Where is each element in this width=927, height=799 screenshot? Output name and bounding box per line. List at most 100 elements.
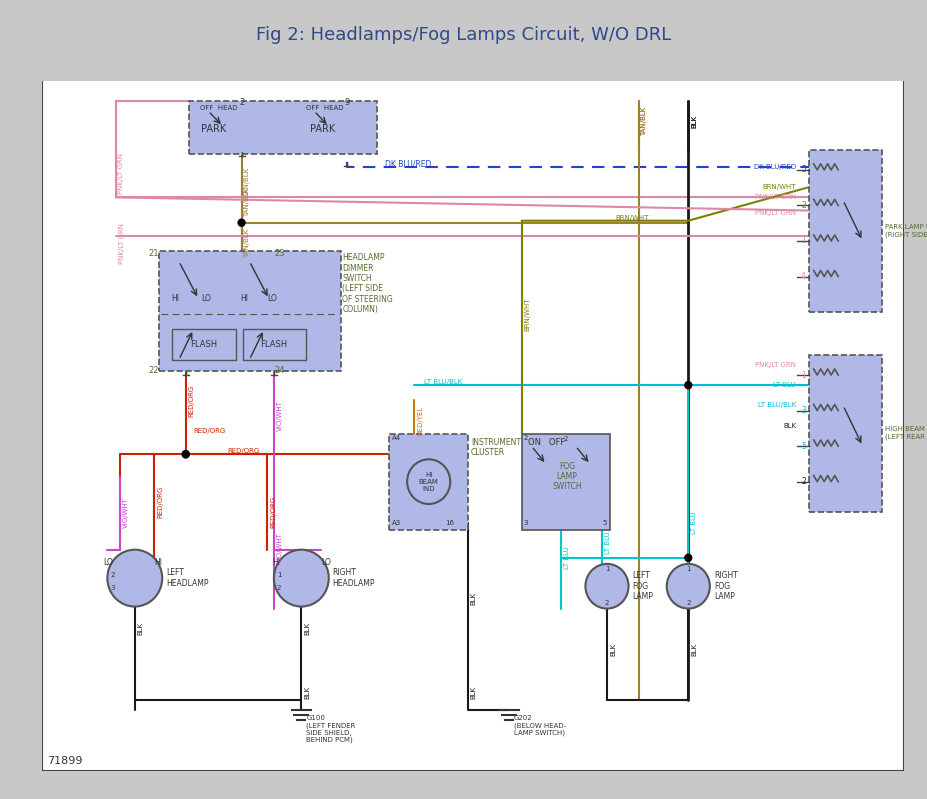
Circle shape (108, 550, 162, 606)
Text: TAN/BLK: TAN/BLK (245, 188, 250, 217)
Text: DK BLU/RED: DK BLU/RED (754, 164, 796, 170)
Text: TAN/BLK: TAN/BLK (641, 106, 647, 136)
Text: 2: 2 (524, 435, 528, 441)
Text: 9: 9 (345, 98, 350, 107)
Text: LT BLU: LT BLU (564, 547, 570, 569)
Text: HIGH BEAM RELAY
(LEFT REAR OF RADIATOR): HIGH BEAM RELAY (LEFT REAR OF RADIATOR) (885, 426, 927, 439)
Text: 2: 2 (277, 585, 281, 591)
Circle shape (586, 564, 629, 609)
Text: 1: 1 (801, 237, 806, 245)
Text: G202
(BELOW HEAD-
LAMP SWITCH): G202 (BELOW HEAD- LAMP SWITCH) (514, 715, 566, 736)
Text: BLK: BLK (471, 592, 476, 605)
Text: BRN/WHT: BRN/WHT (525, 297, 530, 331)
Text: BLK: BLK (138, 622, 144, 635)
Text: LT BLU: LT BLU (692, 511, 697, 534)
Text: Fig 2: Headlamps/Fog Lamps Circuit, W/O DRL: Fig 2: Headlamps/Fog Lamps Circuit, W/O … (256, 26, 671, 45)
Text: 1: 1 (277, 572, 281, 578)
Text: LO: LO (201, 294, 211, 304)
Text: TAN/BLK: TAN/BLK (245, 168, 250, 197)
Text: OFF  HEAD: OFF HEAD (200, 105, 238, 111)
Text: PARK: PARK (200, 125, 226, 134)
Text: PNK/LT GRN: PNK/LT GRN (118, 153, 124, 194)
Text: 5: 5 (603, 520, 606, 527)
Text: 22: 22 (148, 367, 159, 376)
Text: FLASH: FLASH (260, 340, 287, 349)
Text: 2: 2 (110, 572, 115, 578)
Circle shape (273, 550, 329, 606)
Text: G100
(LEFT FENDER
SIDE SHIELD,
BEHIND PCM): G100 (LEFT FENDER SIDE SHIELD, BEHIND PC… (306, 715, 356, 743)
Text: BLK: BLK (783, 423, 796, 429)
Text: HI: HI (171, 294, 179, 304)
Circle shape (685, 555, 692, 562)
Text: RED/YEL: RED/YEL (417, 406, 423, 435)
Text: PARK LAMP RELAY
(RIGHT SIDE RADIATOR): PARK LAMP RELAY (RIGHT SIDE RADIATOR) (885, 224, 927, 237)
Circle shape (238, 219, 245, 226)
Text: HI: HI (272, 559, 280, 567)
Text: LEFT
HEADLAMP: LEFT HEADLAMP (166, 568, 209, 588)
Text: FLASH: FLASH (190, 340, 217, 349)
Text: PARK: PARK (311, 125, 336, 134)
Text: LO: LO (103, 559, 113, 567)
Text: 3: 3 (524, 520, 528, 527)
Text: 2: 2 (239, 98, 244, 107)
Text: LT BLU/BLK: LT BLU/BLK (424, 380, 462, 385)
Text: 2: 2 (686, 601, 691, 606)
Text: PNK/LT GRN: PNK/LT GRN (756, 209, 796, 216)
Circle shape (667, 564, 710, 609)
Text: 5: 5 (801, 165, 806, 174)
Text: 1: 1 (686, 566, 691, 572)
Bar (808, 355, 883, 512)
Text: 4: 4 (801, 272, 806, 281)
Text: RIGHT
FOG
LAMP: RIGHT FOG LAMP (714, 571, 738, 601)
Text: RED/ORG: RED/ORG (189, 384, 195, 416)
Text: BRN/WHT: BRN/WHT (616, 215, 649, 221)
Bar (159, 251, 340, 371)
Bar (808, 149, 883, 312)
Text: LO: LO (321, 559, 331, 567)
Circle shape (183, 451, 189, 458)
Text: 5: 5 (801, 442, 806, 451)
Text: HI: HI (241, 294, 248, 304)
Text: LEFT
FOG
LAMP: LEFT FOG LAMP (632, 571, 654, 601)
Text: PNK/LT GRN: PNK/LT GRN (756, 362, 796, 368)
Text: BLK: BLK (692, 114, 697, 128)
Text: VIO/WHT: VIO/WHT (123, 497, 129, 527)
Text: TAN/BLK: TAN/BLK (641, 106, 647, 136)
Text: 1: 1 (801, 371, 806, 380)
Text: BLK: BLK (471, 686, 476, 699)
Text: RED/ORG: RED/ORG (194, 428, 226, 434)
Text: HEADLAMP
DIMMER
SWITCH
(LEFT SIDE
OF STEERING
COLUMN): HEADLAMP DIMMER SWITCH (LEFT SIDE OF STE… (342, 253, 393, 314)
Text: A3: A3 (392, 520, 401, 527)
Text: BLK: BLK (610, 642, 616, 656)
Text: RED/ORG: RED/ORG (158, 486, 163, 518)
Bar (243, 329, 306, 360)
Text: 71899: 71899 (46, 756, 83, 766)
Text: 16: 16 (445, 520, 454, 527)
Bar (389, 434, 468, 531)
Text: OFF  HEAD: OFF HEAD (306, 105, 344, 111)
Text: BLK: BLK (692, 642, 697, 656)
Text: FOG
LAMP
SWITCH: FOG LAMP SWITCH (552, 462, 581, 491)
Text: BLK: BLK (304, 622, 311, 635)
Text: 2: 2 (564, 436, 568, 442)
Circle shape (407, 459, 451, 504)
Text: LT BLU/BLK: LT BLU/BLK (757, 403, 796, 408)
Text: 3: 3 (801, 406, 806, 415)
Text: BRN/WHT: BRN/WHT (763, 185, 796, 190)
Text: VIO/WHT: VIO/WHT (277, 532, 283, 563)
Text: LT BLU: LT BLU (605, 531, 611, 554)
Text: 2: 2 (801, 201, 806, 210)
Text: HI: HI (155, 559, 162, 567)
Bar (172, 329, 235, 360)
Text: HI
BEAM
IND: HI BEAM IND (419, 471, 438, 491)
Text: 3: 3 (110, 585, 115, 591)
Text: 23: 23 (273, 248, 285, 258)
Bar (42, 40, 904, 81)
Text: INSTRUMENT
CLUSTER: INSTRUMENT CLUSTER (471, 438, 521, 457)
Text: PNK/LT GRN: PNK/LT GRN (756, 194, 796, 201)
Text: DK BLU/RED: DK BLU/RED (385, 159, 431, 169)
Text: 2: 2 (801, 477, 806, 486)
Text: 24: 24 (273, 367, 285, 376)
Text: 1: 1 (604, 566, 609, 572)
Circle shape (183, 451, 189, 458)
